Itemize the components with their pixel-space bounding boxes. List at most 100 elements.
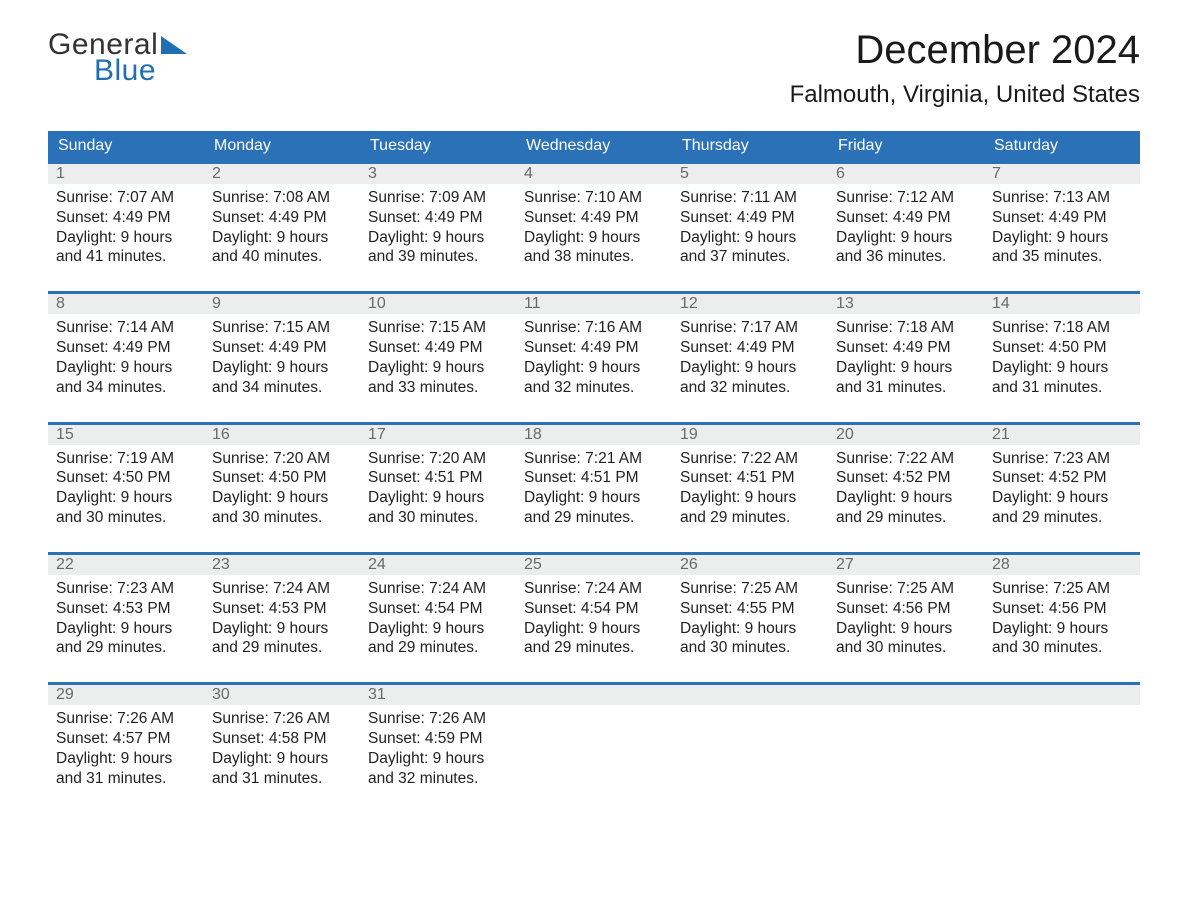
day-number: 5 [672, 164, 828, 184]
daylight-line-2: and 29 minutes. [56, 638, 196, 658]
sunrise-line: Sunrise: 7:24 AM [368, 579, 508, 599]
daylight-line-1: Daylight: 9 hours [836, 619, 976, 639]
sunrise-line: Sunrise: 7:15 AM [368, 318, 508, 338]
daylight-line-2: and 31 minutes. [212, 769, 352, 789]
day-cell [984, 705, 1140, 794]
day-cell: Sunrise: 7:15 AMSunset: 4:49 PMDaylight:… [204, 314, 360, 403]
day-number-row: 1234567 [48, 164, 1140, 184]
daylight-line-1: Daylight: 9 hours [992, 358, 1132, 378]
sunrise-line: Sunrise: 7:15 AM [212, 318, 352, 338]
sunset-line: Sunset: 4:49 PM [836, 338, 976, 358]
sunrise-line: Sunrise: 7:23 AM [992, 449, 1132, 469]
day-number: 20 [828, 425, 984, 445]
sunrise-line: Sunrise: 7:19 AM [56, 449, 196, 469]
sunrise-line: Sunrise: 7:11 AM [680, 188, 820, 208]
brand-logo: General Blue [48, 28, 198, 88]
daylight-line-2: and 29 minutes. [368, 638, 508, 658]
daylight-line-1: Daylight: 9 hours [56, 488, 196, 508]
sunset-line: Sunset: 4:55 PM [680, 599, 820, 619]
month-title: December 2024 [790, 28, 1140, 73]
day-number: 19 [672, 425, 828, 445]
day-cell: Sunrise: 7:14 AMSunset: 4:49 PMDaylight:… [48, 314, 204, 403]
daylight-line-1: Daylight: 9 hours [212, 488, 352, 508]
sunrise-line: Sunrise: 7:23 AM [56, 579, 196, 599]
daylight-line-1: Daylight: 9 hours [524, 358, 664, 378]
day-number: 13 [828, 294, 984, 314]
sunrise-line: Sunrise: 7:07 AM [56, 188, 196, 208]
sunset-line: Sunset: 4:53 PM [212, 599, 352, 619]
sunset-line: Sunset: 4:49 PM [524, 338, 664, 358]
daylight-line-2: and 39 minutes. [368, 247, 508, 267]
sunrise-line: Sunrise: 7:26 AM [212, 709, 352, 729]
daylight-line-2: and 32 minutes. [680, 378, 820, 398]
day-number: 21 [984, 425, 1140, 445]
day-cell: Sunrise: 7:21 AMSunset: 4:51 PMDaylight:… [516, 445, 672, 534]
day-number [984, 685, 1140, 705]
day-number-row: 293031 [48, 685, 1140, 705]
day-number: 31 [360, 685, 516, 705]
day-cell: Sunrise: 7:13 AMSunset: 4:49 PMDaylight:… [984, 184, 1140, 273]
day-cell [828, 705, 984, 794]
daylight-line-2: and 29 minutes. [680, 508, 820, 528]
sunset-line: Sunset: 4:50 PM [56, 468, 196, 488]
daylight-line-1: Daylight: 9 hours [836, 358, 976, 378]
sunrise-line: Sunrise: 7:16 AM [524, 318, 664, 338]
calendar-week: 891011121314Sunrise: 7:14 AMSunset: 4:49… [48, 291, 1140, 403]
calendar-week: 1234567Sunrise: 7:07 AMSunset: 4:49 PMDa… [48, 161, 1140, 273]
day-number: 24 [360, 555, 516, 575]
sunset-line: Sunset: 4:49 PM [56, 208, 196, 228]
day-cell: Sunrise: 7:19 AMSunset: 4:50 PMDaylight:… [48, 445, 204, 534]
daylight-line-1: Daylight: 9 hours [212, 749, 352, 769]
calendar-week: 293031Sunrise: 7:26 AMSunset: 4:57 PMDay… [48, 682, 1140, 794]
daylight-line-2: and 33 minutes. [368, 378, 508, 398]
daylight-line-2: and 31 minutes. [56, 769, 196, 789]
daylight-line-1: Daylight: 9 hours [524, 488, 664, 508]
daylight-line-2: and 38 minutes. [524, 247, 664, 267]
day-cell [516, 705, 672, 794]
day-number-row: 22232425262728 [48, 555, 1140, 575]
day-number [516, 685, 672, 705]
sunset-line: Sunset: 4:52 PM [992, 468, 1132, 488]
daylight-line-2: and 35 minutes. [992, 247, 1132, 267]
calendar-week: 15161718192021Sunrise: 7:19 AMSunset: 4:… [48, 422, 1140, 534]
day-number-row: 891011121314 [48, 294, 1140, 314]
sunset-line: Sunset: 4:49 PM [368, 338, 508, 358]
brand-blue: Blue [94, 54, 156, 88]
day-number [828, 685, 984, 705]
day-number: 11 [516, 294, 672, 314]
daylight-line-2: and 29 minutes. [524, 508, 664, 528]
daylight-line-2: and 37 minutes. [680, 247, 820, 267]
sunrise-line: Sunrise: 7:21 AM [524, 449, 664, 469]
sunset-line: Sunset: 4:49 PM [56, 338, 196, 358]
day-cell: Sunrise: 7:18 AMSunset: 4:50 PMDaylight:… [984, 314, 1140, 403]
daylight-line-2: and 29 minutes. [524, 638, 664, 658]
daylight-line-2: and 30 minutes. [836, 638, 976, 658]
day-number: 6 [828, 164, 984, 184]
sunset-line: Sunset: 4:54 PM [368, 599, 508, 619]
daylight-line-1: Daylight: 9 hours [368, 228, 508, 248]
location: Falmouth, Virginia, United States [790, 81, 1140, 109]
day-cell: Sunrise: 7:22 AMSunset: 4:52 PMDaylight:… [828, 445, 984, 534]
sunrise-line: Sunrise: 7:20 AM [368, 449, 508, 469]
day-cell: Sunrise: 7:26 AMSunset: 4:58 PMDaylight:… [204, 705, 360, 794]
daylight-line-1: Daylight: 9 hours [524, 619, 664, 639]
day-cell: Sunrise: 7:25 AMSunset: 4:56 PMDaylight:… [828, 575, 984, 664]
sunset-line: Sunset: 4:49 PM [524, 208, 664, 228]
day-number: 18 [516, 425, 672, 445]
sunset-line: Sunset: 4:49 PM [212, 338, 352, 358]
sunrise-line: Sunrise: 7:20 AM [212, 449, 352, 469]
day-number [672, 685, 828, 705]
day-number: 15 [48, 425, 204, 445]
day-of-week-cell: Monday [204, 131, 360, 161]
sunset-line: Sunset: 4:57 PM [56, 729, 196, 749]
day-cell: Sunrise: 7:25 AMSunset: 4:55 PMDaylight:… [672, 575, 828, 664]
daylight-line-1: Daylight: 9 hours [368, 358, 508, 378]
sunset-line: Sunset: 4:49 PM [836, 208, 976, 228]
sunrise-line: Sunrise: 7:09 AM [368, 188, 508, 208]
day-cell: Sunrise: 7:24 AMSunset: 4:54 PMDaylight:… [360, 575, 516, 664]
daylight-line-1: Daylight: 9 hours [56, 749, 196, 769]
sunrise-line: Sunrise: 7:12 AM [836, 188, 976, 208]
day-number: 22 [48, 555, 204, 575]
daylight-line-1: Daylight: 9 hours [836, 228, 976, 248]
day-number: 2 [204, 164, 360, 184]
